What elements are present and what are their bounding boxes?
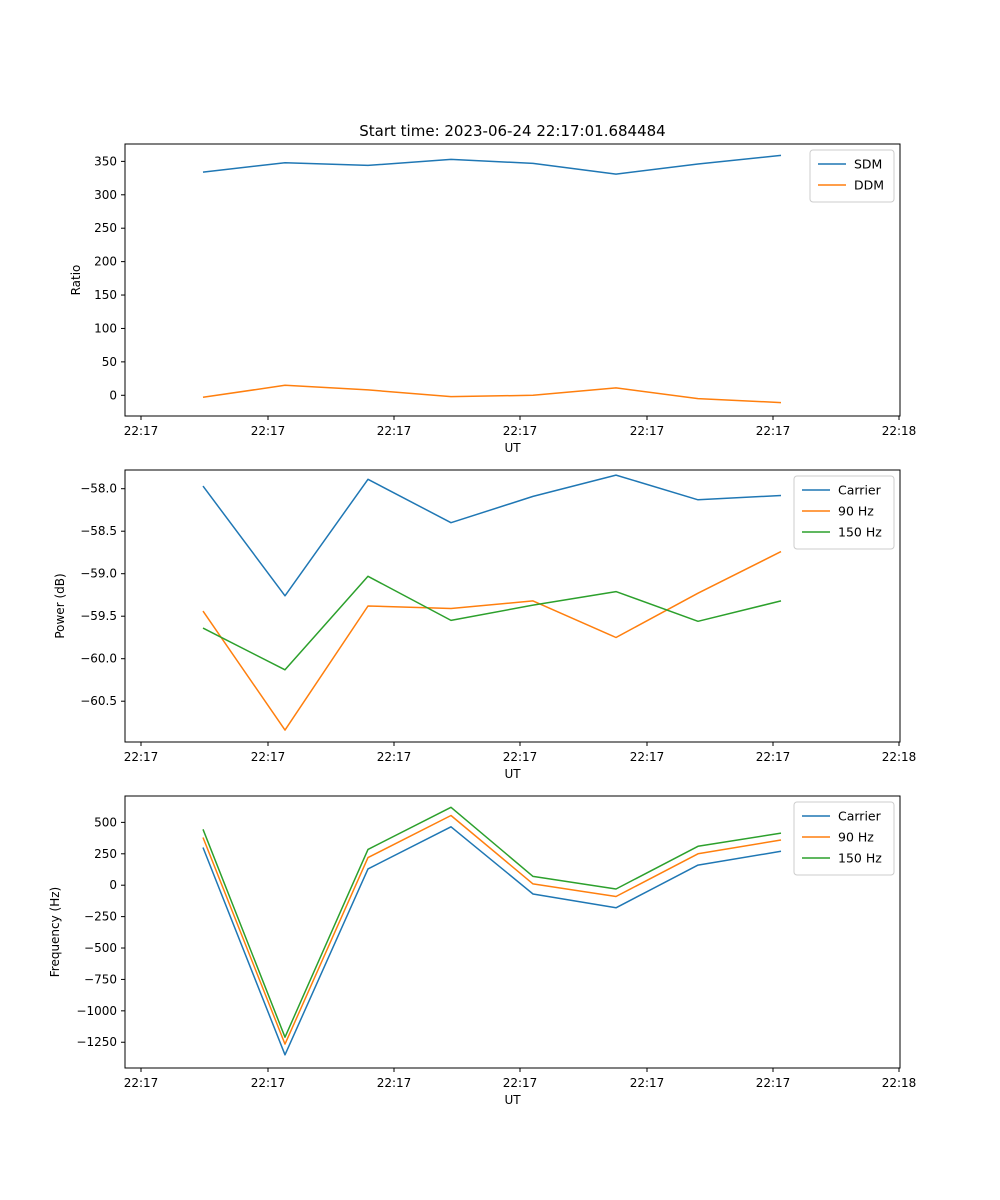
series-line-ddm xyxy=(202,384,782,404)
y-tick-label: 300 xyxy=(94,188,117,202)
legend-frame xyxy=(793,801,895,876)
x-tick-label: 22:17 xyxy=(377,424,412,438)
x-tick-label: 22:17 xyxy=(251,424,286,438)
x-axis-label: UT xyxy=(504,1093,521,1107)
legend: SDM DDM xyxy=(809,149,895,203)
y-tick-label: −750 xyxy=(84,972,117,986)
x-tick-label: 22:17 xyxy=(756,1076,791,1090)
legend-entry-label: 90 Hz xyxy=(838,830,874,845)
x-tick-label: 22:17 xyxy=(124,1076,159,1090)
x-tick-label: 22:17 xyxy=(124,424,159,438)
y-tick-label: 250 xyxy=(94,847,117,861)
panel-3: −1250 −1000 −750 −500 −250 0 250 500 22:17 22:17 2… xyxy=(48,795,917,1107)
legend-entry-label: 150 Hz xyxy=(838,851,882,866)
x-tick-label: 22:17 xyxy=(756,424,791,438)
x-tick-label: 22:17 xyxy=(630,424,665,438)
x-tick-label: 22:17 xyxy=(251,1076,286,1090)
y-tick-label: −1000 xyxy=(76,1004,117,1018)
series-line-carrier xyxy=(202,474,782,597)
y-axis-label: Ratio xyxy=(69,265,83,296)
legend: Carrier 90 Hz 150 Hz xyxy=(793,801,895,876)
y-tick-label: 200 xyxy=(94,255,117,269)
y-axis-label: Power (dB) xyxy=(53,573,67,638)
x-tick-label: 22:17 xyxy=(377,750,412,764)
series-line-90-hz xyxy=(202,814,782,1045)
panel-2: −60.5 −60.0 −59.5 −59.0 −58.5 −58.0 22:17 22:17… xyxy=(53,469,917,781)
y-tick-label: 50 xyxy=(102,355,117,369)
x-axis-label: UT xyxy=(504,767,521,781)
y-tick-label: −58.0 xyxy=(80,482,117,496)
x-tick-label: 22:18 xyxy=(882,424,917,438)
y-tick-label: 500 xyxy=(94,815,117,829)
legend-entry-label: DDM xyxy=(854,178,884,193)
y-axis-label: Frequency (Hz) xyxy=(48,887,62,978)
y-tick-label: −250 xyxy=(84,910,117,924)
y-tick-label: 100 xyxy=(94,321,117,335)
x-tick-label: 22:17 xyxy=(630,750,665,764)
series-line-carrier xyxy=(202,826,782,1056)
series-line-150-hz xyxy=(202,575,782,671)
y-tick-label: −59.5 xyxy=(80,609,117,623)
y-tick-label: 150 xyxy=(94,288,117,302)
x-tick-label: 22:17 xyxy=(124,750,159,764)
legend-frame xyxy=(793,475,895,550)
axes-frame xyxy=(124,469,901,743)
legend-entry-label: 150 Hz xyxy=(838,525,882,540)
legend: Carrier 90 Hz 150 Hz xyxy=(793,475,895,550)
series-line-sdm xyxy=(202,154,782,175)
x-axis-label: UT xyxy=(504,441,521,455)
x-tick-label: 22:17 xyxy=(503,750,538,764)
series-line-150-hz xyxy=(202,806,782,1038)
x-tick-label: 22:18 xyxy=(882,750,917,764)
y-tick-label: 250 xyxy=(94,221,117,235)
legend-entry-label: 90 Hz xyxy=(838,504,874,519)
legend-entry-label: SDM xyxy=(854,157,882,172)
y-tick-label: 0 xyxy=(109,878,117,892)
x-tick-label: 22:17 xyxy=(756,750,791,764)
legend-frame xyxy=(809,149,895,203)
y-tick-label: −500 xyxy=(84,941,117,955)
y-tick-label: −58.5 xyxy=(80,524,117,538)
x-tick-label: 22:17 xyxy=(503,1076,538,1090)
x-tick-label: 22:17 xyxy=(630,1076,665,1090)
y-tick-label: −59.0 xyxy=(80,567,117,581)
y-tick-label: −60.5 xyxy=(80,694,117,708)
y-tick-label: −1250 xyxy=(76,1035,117,1049)
x-tick-label: 22:17 xyxy=(377,1076,412,1090)
y-tick-label: −60.0 xyxy=(80,652,117,666)
y-tick-label: 350 xyxy=(94,154,117,168)
legend-entry-label: Carrier xyxy=(838,483,882,498)
x-tick-label: 22:17 xyxy=(251,750,286,764)
series-line-90-hz xyxy=(202,550,782,731)
axes-frame xyxy=(124,143,901,417)
x-tick-label: 22:18 xyxy=(882,1076,917,1090)
y-tick-label: 0 xyxy=(109,388,117,402)
panel-1: 0 50 100 150 200 250 300 350 22:17 22:17 22:17 22:1… xyxy=(69,143,917,455)
axes-frame xyxy=(124,795,901,1069)
x-tick-label: 22:17 xyxy=(503,424,538,438)
chart-title: Start time: 2023-06-24 22:17:01.684484 xyxy=(359,122,665,140)
legend-entry-label: Carrier xyxy=(838,809,882,824)
